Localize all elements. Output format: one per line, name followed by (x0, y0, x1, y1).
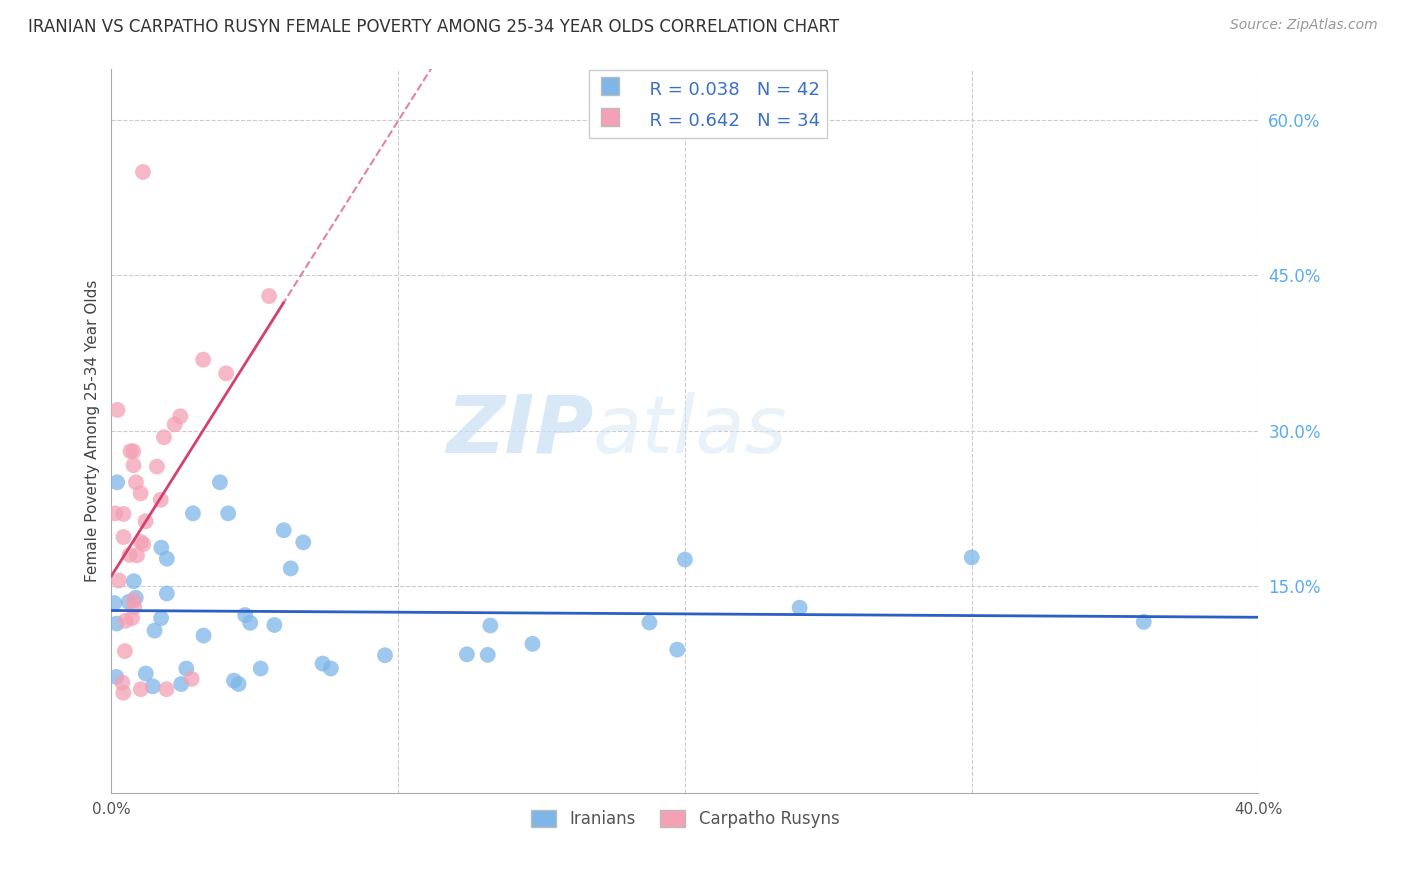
Point (103, 596, 125, 610)
Point (280, 561, 302, 575)
Point (125, 549, 148, 563)
Point (156, 586, 179, 600)
Point (129, 486, 152, 500)
Point (170, 677, 193, 691)
Point (105, 670, 128, 684)
Point (150, 541, 173, 555)
Point (263, 618, 285, 632)
Point (117, 595, 139, 609)
Point (150, 611, 173, 625)
Point (156, 551, 179, 566)
Point (176, 661, 198, 675)
Point (222, 673, 245, 688)
Point (522, 637, 544, 651)
Point (104, 506, 127, 520)
Point (292, 535, 315, 549)
Point (105, 616, 128, 631)
Point (122, 593, 145, 607)
Y-axis label: Female Poverty Among 25-34 Year Olds: Female Poverty Among 25-34 Year Olds (86, 279, 100, 582)
Point (208, 475, 231, 490)
Point (122, 444, 145, 458)
Point (153, 430, 176, 444)
Point (114, 614, 136, 628)
Point (132, 537, 155, 551)
Point (638, 615, 661, 630)
Text: atlas: atlas (593, 392, 787, 469)
Point (249, 661, 271, 675)
Point (673, 552, 696, 566)
Point (479, 618, 502, 632)
Point (228, 677, 250, 691)
Point (112, 686, 135, 700)
Point (666, 642, 689, 657)
Point (135, 514, 157, 528)
Point (135, 666, 157, 681)
Point (120, 444, 142, 458)
Point (163, 417, 186, 432)
Point (143, 624, 166, 638)
Point (181, 506, 204, 520)
Point (125, 475, 148, 490)
Text: ZIP: ZIP (446, 392, 593, 469)
Point (169, 409, 191, 424)
Point (319, 661, 342, 675)
Point (239, 615, 262, 630)
Point (193, 352, 215, 367)
Point (155, 682, 177, 697)
Point (122, 458, 145, 473)
Point (142, 679, 165, 693)
Text: Source: ZipAtlas.com: Source: ZipAtlas.com (1230, 18, 1378, 32)
Point (180, 672, 202, 686)
Text: IRANIAN VS CARPATHO RUSYN FEMALE POVERTY AMONG 25-34 YEAR OLDS CORRELATION CHART: IRANIAN VS CARPATHO RUSYN FEMALE POVERTY… (28, 18, 839, 36)
Point (122, 600, 145, 615)
Point (125, 591, 148, 605)
Point (122, 574, 145, 589)
Point (114, 644, 136, 658)
Point (129, 534, 152, 549)
Point (456, 648, 478, 662)
Point (112, 507, 135, 521)
Point (217, 506, 239, 520)
Point (789, 600, 811, 615)
Point (112, 530, 135, 544)
Point (477, 648, 499, 662)
Point (118, 548, 141, 562)
Point (193, 629, 215, 643)
Point (107, 403, 129, 417)
Point (1132, 615, 1154, 629)
Point (257, 289, 280, 303)
Point (215, 367, 238, 381)
Point (108, 574, 131, 588)
Point (111, 675, 134, 690)
Point (105, 475, 128, 490)
Point (149, 492, 172, 507)
Legend: Iranians, Carpatho Rusyns: Iranians, Carpatho Rusyns (524, 804, 846, 835)
Point (146, 459, 169, 474)
Point (374, 648, 396, 663)
Point (233, 608, 256, 623)
Point (960, 550, 983, 565)
Point (121, 611, 143, 625)
Point (132, 165, 155, 179)
Point (129, 682, 152, 697)
Point (273, 523, 295, 537)
Point (311, 657, 333, 671)
